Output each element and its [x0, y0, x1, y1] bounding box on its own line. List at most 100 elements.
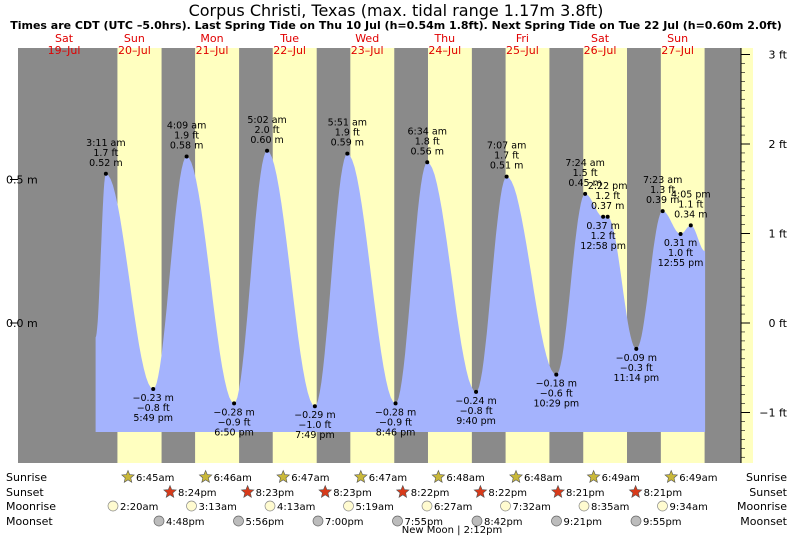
- sunset-time: 8:23pm: [256, 488, 295, 499]
- tide-event-label: 1.9 ft: [335, 128, 360, 139]
- tide-event-dot: [678, 232, 683, 237]
- tide-event-label: 1.7 ft: [494, 151, 519, 162]
- moonrise-icon: [578, 500, 590, 512]
- tide-event-label: 7:49 pm: [295, 430, 335, 441]
- moonrise-time: 3:13am: [199, 502, 237, 513]
- moonrise-time: 9:34am: [670, 502, 708, 513]
- moonrise-icon: [186, 500, 197, 512]
- tide-event-label: 12:55 pm: [658, 258, 704, 269]
- sunrise-icon: [664, 469, 679, 483]
- tide-event-label: 6:34 am: [408, 126, 447, 137]
- tide-event-label: −0.23 m: [133, 393, 174, 404]
- sunrise-time: 6:49am: [602, 473, 640, 484]
- day-of-week-label: Sun: [667, 32, 688, 45]
- moonset-icon: [630, 515, 642, 527]
- moonrise-icon: [264, 500, 276, 512]
- tide-event-dot: [232, 401, 237, 406]
- tide-event-label: 1.7 ft: [93, 148, 118, 159]
- tide-event-label: 0.58 m: [170, 141, 203, 152]
- moonrise-icon: [343, 500, 354, 512]
- tide-event-dot: [393, 401, 398, 406]
- moonset-time: 9:55pm: [643, 517, 682, 528]
- sunset-icon: [628, 484, 643, 498]
- tide-event-dot: [103, 171, 108, 176]
- moonset-time: 4:48pm: [166, 517, 205, 528]
- right-axis-tick-label: 1 ft: [769, 228, 788, 241]
- sunrise-icon: [586, 469, 601, 483]
- tide-event-label: −0.18 m: [536, 379, 577, 390]
- moonset-time: 8:42pm: [484, 517, 523, 528]
- tide-event-label: 1.1 ft: [678, 199, 703, 210]
- tide-event-dot: [504, 174, 509, 179]
- sunrise-row-label-right: Sunrise: [746, 471, 787, 484]
- tide-event-dot: [601, 214, 606, 219]
- moonrise-icon: [657, 500, 668, 512]
- day-date-label: 21–Jul: [196, 44, 229, 57]
- tide-event-label: 0.34 m: [674, 209, 707, 220]
- moonset-icon: [471, 515, 483, 527]
- tide-event-label: −0.24 m: [455, 396, 496, 407]
- tide-event-label: 6:50 pm: [214, 427, 254, 438]
- moonrise-row-label-right: Moonrise: [737, 500, 787, 513]
- sunrise-time: 6:47am: [291, 473, 329, 484]
- tide-event-label: 0.60 m: [250, 135, 283, 146]
- sunset-icon: [240, 484, 255, 498]
- sunrise-icon: [276, 469, 291, 483]
- day-date-label: 22–Jul: [273, 44, 306, 57]
- sunset-row-label: Sunset: [6, 486, 44, 499]
- sunrise-icon: [198, 469, 213, 483]
- moonrise-time: 7:32am: [513, 502, 551, 513]
- day-date-label: 26–Jul: [584, 44, 617, 57]
- day-date-label: 27–Jul: [661, 44, 694, 57]
- tide-event-label: 3:11 am: [86, 138, 125, 149]
- day-date-label: 20–Jul: [118, 44, 151, 57]
- moonset-time: 7:00pm: [325, 517, 364, 528]
- tide-event-dot: [425, 160, 430, 165]
- moonset-row-label-right: Moonset: [740, 515, 787, 528]
- moonset-icon: [312, 515, 324, 527]
- moonset-time: 5:56pm: [246, 517, 285, 528]
- tide-event-label: −1.0 ft: [298, 420, 331, 431]
- sunrise-time: 6:45am: [136, 473, 174, 484]
- tide-event-label: 1.8 ft: [415, 136, 440, 147]
- moonrise-time: 4:13am: [277, 502, 315, 513]
- tide-event-label: −0.8 ft: [137, 403, 170, 414]
- day-of-week-label: Wed: [355, 32, 379, 45]
- tide-event-label: 7:07 am: [487, 141, 526, 152]
- tide-event-label: 11:14 pm: [613, 373, 659, 384]
- moonrise-row-label: Moonrise: [6, 500, 56, 513]
- tide-event-label: −0.8 ft: [460, 406, 493, 417]
- tide-event-label: 7:23 am: [643, 175, 682, 186]
- sunrise-time: 6:47am: [369, 473, 407, 484]
- tide-event-label: 0.37 m: [586, 221, 619, 232]
- tide-event-dot: [345, 151, 350, 156]
- moonset-icon: [392, 515, 403, 527]
- tide-event-dot: [605, 214, 610, 219]
- tide-event-label: 2.0 ft: [255, 125, 280, 136]
- moonset-icon: [233, 515, 244, 527]
- tide-event-label: 12:58 pm: [580, 241, 626, 252]
- tide-event-label: 5:49 pm: [133, 413, 173, 424]
- chart-title: Corpus Christi, Texas (max. tidal range …: [189, 1, 604, 20]
- tide-event-label: 0.51 m: [490, 161, 523, 172]
- moon-phase-note: New Moon | 2:12pm: [402, 525, 502, 536]
- left-axis-tick-label: 0.5 m: [6, 174, 38, 187]
- day-of-week-label: Fri: [516, 32, 529, 45]
- right-axis-tick-label: 2 ft: [769, 138, 788, 151]
- tide-events: 3:11 am1.7 ft0.52 m−0.23 m−0.8 ft5:49 pm…: [86, 115, 710, 441]
- tide-event-dot: [474, 389, 479, 394]
- tide-event-label: 7:24 am: [565, 158, 604, 169]
- sunset-icon: [551, 484, 565, 498]
- tide-event-label: 1.5 ft: [573, 168, 598, 179]
- tide-event-label: −0.9 ft: [379, 417, 412, 428]
- right-axis-tick-label: 3 ft: [769, 49, 788, 62]
- day-date-label: 25–Jul: [506, 44, 539, 57]
- day-of-week-label: Sat: [55, 32, 74, 45]
- sunrise-time: 6:48am: [524, 473, 562, 484]
- sunset-time: 8:22pm: [411, 488, 450, 499]
- tide-event-label: 0.56 m: [411, 146, 444, 157]
- tide-event-label: 0.31 m: [664, 238, 697, 249]
- moonrise-time: 6:27am: [434, 502, 472, 513]
- moonset-time: 7:55pm: [405, 517, 444, 528]
